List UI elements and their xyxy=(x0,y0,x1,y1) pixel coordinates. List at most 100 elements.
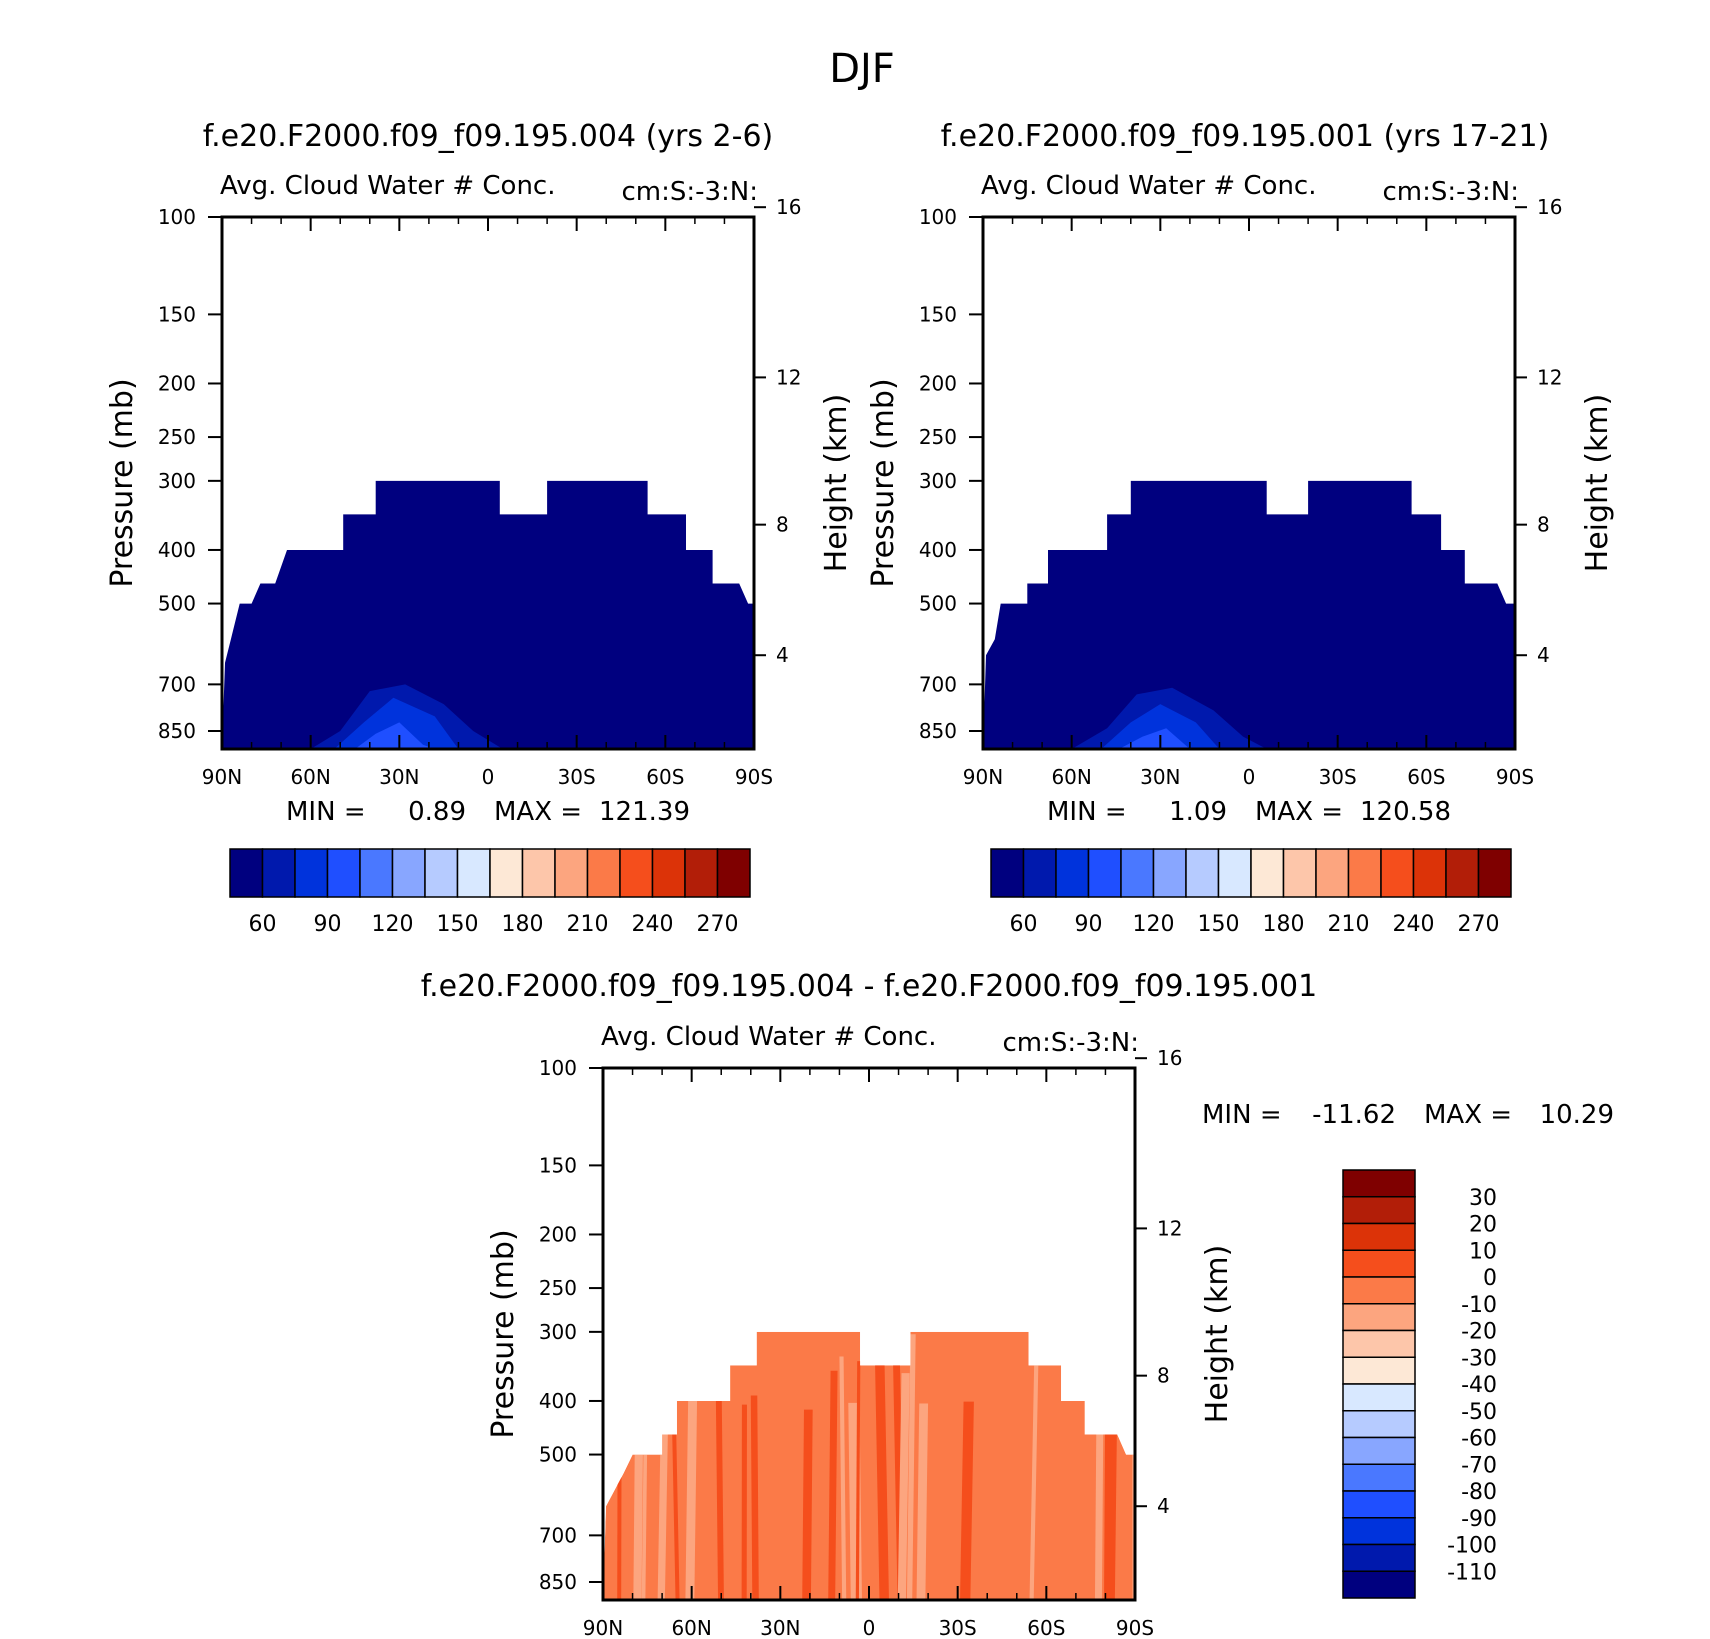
panel-1: f.e20.F2000.f09_f09.195.004 (yrs 2-6) Av… xyxy=(105,119,854,937)
colorbar-swatch xyxy=(1315,848,1350,898)
colorbar-swatch xyxy=(1342,1570,1416,1599)
y2-tick-label: 4 xyxy=(1537,643,1550,667)
panel-1-min-value: 0.89 xyxy=(408,797,466,827)
panel-3-max-value: 10.29 xyxy=(1540,1100,1614,1130)
x-tick-label: 30N xyxy=(1140,765,1180,789)
panel-3-min-value: -11.62 xyxy=(1312,1100,1396,1130)
y-tick-label: 850 xyxy=(919,719,957,743)
colorbar-swatch xyxy=(1347,848,1382,898)
colorbar-swatch xyxy=(1342,1329,1416,1358)
y-tick-label: 100 xyxy=(539,1056,577,1080)
y2-tick-label: 8 xyxy=(1157,1364,1170,1388)
y-tick-label: 100 xyxy=(919,205,957,229)
x-tick-label: 0 xyxy=(863,1616,876,1639)
colorbar-swatch xyxy=(1342,1196,1416,1225)
x-tick-label: 90S xyxy=(735,765,773,789)
colorbar-swatch xyxy=(1282,848,1317,898)
y-tick-label: 250 xyxy=(158,425,196,449)
field-difference-streak xyxy=(1029,1347,1039,1600)
colorbar-label: 120 xyxy=(1133,912,1175,937)
field-difference-streak xyxy=(741,1404,747,1600)
colorbar-label: 10 xyxy=(1469,1239,1497,1264)
y-tick-label: 250 xyxy=(919,425,957,449)
y2-tick-label: 12 xyxy=(1157,1216,1182,1240)
y2-tick-label: 16 xyxy=(776,195,801,219)
colorbar-swatch xyxy=(1477,848,1512,898)
colorbar-label: 270 xyxy=(697,912,739,937)
colorbar-swatch xyxy=(326,848,361,898)
panel-1-y2label: Height (km) xyxy=(819,394,854,573)
field-difference-streak xyxy=(1094,1394,1104,1600)
colorbar-swatch xyxy=(521,848,556,898)
panel-3: f.e20.F2000.f09_f09.195.004 - f.e20.F200… xyxy=(421,969,1614,1639)
colorbar-swatch xyxy=(391,848,426,898)
y2-tick-label: 4 xyxy=(776,643,789,667)
y-tick-label: 100 xyxy=(158,205,196,229)
field-difference-streak xyxy=(839,1356,847,1600)
colorbar-label: -70 xyxy=(1461,1453,1497,1478)
colorbar-label: -60 xyxy=(1461,1427,1497,1452)
panel-3-min-label: MIN = xyxy=(1202,1100,1282,1130)
colorbar-swatch xyxy=(1342,1169,1416,1198)
field-difference-streak xyxy=(855,1361,861,1600)
panel-1-plot-field xyxy=(222,480,754,749)
colorbar-swatch xyxy=(1342,1249,1416,1278)
y-tick-label: 400 xyxy=(919,538,957,562)
panel-2: f.e20.F2000.f09_f09.195.001 (yrs 17-21) … xyxy=(866,119,1615,937)
panel-3-ylabel: Pressure (mb) xyxy=(486,1229,521,1438)
panel-2-axes: 90N 60N 30N 0 30S 60S 90S 100 150 200 250 300 400 500… xyxy=(919,195,1563,789)
y-tick-label: 500 xyxy=(919,592,957,616)
colorbar-swatch xyxy=(1342,1517,1416,1546)
panel-3-title: f.e20.F2000.f09_f09.195.004 - f.e20.F200… xyxy=(421,969,1317,1004)
colorbar-label: -110 xyxy=(1447,1560,1497,1585)
field-contour-level xyxy=(1101,704,1220,749)
y-tick-label: 700 xyxy=(919,672,957,696)
colorbar-swatch xyxy=(1087,848,1122,898)
colorbar-swatch xyxy=(424,848,459,898)
colorbar-label: -30 xyxy=(1461,1346,1497,1371)
colorbar-swatch xyxy=(990,848,1025,898)
colorbar-swatch xyxy=(1342,1303,1416,1332)
panel-1-subtitle-left: Avg. Cloud Water # Conc. xyxy=(220,171,556,201)
panel-1-max-label: MAX = xyxy=(494,797,582,827)
x-tick-label: 30S xyxy=(939,1616,977,1639)
colorbar-label: 270 xyxy=(1458,912,1500,937)
y2-tick-label: 12 xyxy=(1537,365,1562,389)
y-tick-label: 300 xyxy=(158,469,196,493)
y-tick-label: 250 xyxy=(539,1276,577,1300)
x-tick-label: 30S xyxy=(1319,765,1357,789)
y-tick-label: 150 xyxy=(919,302,957,326)
panel-2-max-value: 120.58 xyxy=(1360,797,1451,827)
colorbar-label: 240 xyxy=(632,912,674,937)
colorbar-swatch xyxy=(456,848,491,898)
x-tick-label: 60S xyxy=(1027,1616,1065,1639)
panel-3-plot-field xyxy=(603,1068,1135,1600)
y-tick-label: 300 xyxy=(919,469,957,493)
field-base-region xyxy=(222,480,754,749)
panel-1-subtitle-right: cm:S:-3:N: xyxy=(621,177,758,207)
colorbar-swatch xyxy=(1342,1383,1416,1412)
y-tick-label: 200 xyxy=(158,371,196,395)
colorbar-swatch xyxy=(359,848,394,898)
panel-2-max-label: MAX = xyxy=(1255,797,1343,827)
field-contour-level xyxy=(355,722,435,749)
panel-1-title: f.e20.F2000.f09_f09.195.004 (yrs 2-6) xyxy=(203,119,773,154)
colorbar-swatch xyxy=(1342,1490,1416,1519)
field-difference-streak xyxy=(906,1334,916,1600)
colorbar-label: -10 xyxy=(1461,1293,1497,1318)
panel-2-title: f.e20.F2000.f09_f09.195.001 (yrs 17-21) xyxy=(941,119,1550,154)
x-tick-label: 0 xyxy=(482,765,495,789)
x-tick-label: 90N xyxy=(963,765,1003,789)
colorbar-swatch xyxy=(1342,1436,1416,1465)
field-difference-streak xyxy=(802,1409,813,1600)
field-difference-streak xyxy=(897,1373,910,1600)
y-tick-label: 500 xyxy=(539,1443,577,1467)
panel-2-min-value: 1.09 xyxy=(1169,797,1227,827)
x-tick-label: 30N xyxy=(760,1616,800,1639)
y-tick-label: 200 xyxy=(539,1222,577,1246)
colorbar-swatch xyxy=(684,848,719,898)
x-tick-label: 60S xyxy=(1407,765,1445,789)
colorbar-swatch xyxy=(1342,1463,1416,1492)
field-contour-level xyxy=(334,697,459,749)
